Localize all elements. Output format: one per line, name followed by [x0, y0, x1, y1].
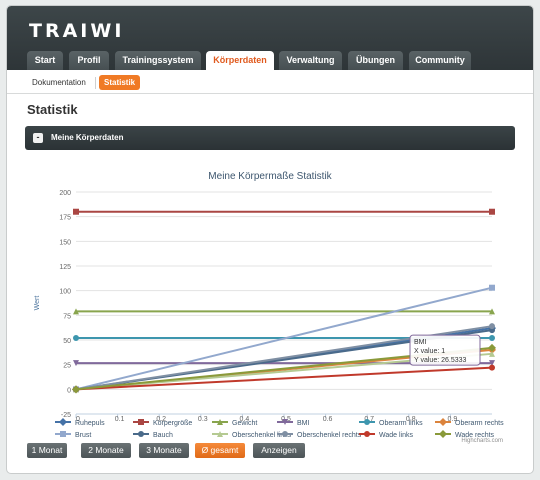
tab-koerperdaten[interactable]: Körperdaten	[206, 51, 274, 70]
y-tick-label: 75	[63, 313, 71, 320]
data-point-3-0[interactable]	[73, 360, 79, 367]
tab-start[interactable]: Start	[27, 51, 63, 70]
legend-symbol-marker[interactable]	[217, 419, 223, 425]
x-tick-label: 0.3	[198, 416, 208, 423]
data-point-8-1[interactable]	[489, 350, 495, 357]
subtab-statistik[interactable]: Statistik	[99, 75, 141, 90]
y-tick-label: 150	[59, 239, 71, 246]
legend-item: Wade rechts	[455, 432, 495, 439]
data-point-1-1[interactable]	[489, 208, 495, 215]
tab-community[interactable]: Community	[409, 51, 471, 70]
tab-uebungen[interactable]: Übungen	[348, 51, 403, 70]
tab-verwaltung[interactable]: Verwaltung	[279, 51, 342, 70]
legend-item: Gewicht	[232, 420, 257, 427]
collapse-toggle-icon[interactable]: -	[33, 133, 43, 143]
data-point-3-1[interactable]	[489, 360, 495, 367]
legend-item: Bauch	[153, 432, 173, 439]
series-line-6[interactable]	[75, 286, 493, 391]
chart-title: Meine Körpermaße Statistik	[208, 171, 332, 182]
subnav: Dokumentation Statistik	[7, 70, 533, 94]
legend-symbol-marker[interactable]	[138, 419, 144, 425]
y-tick-label: 175	[59, 215, 71, 222]
legend-symbol-marker[interactable]	[138, 431, 144, 437]
legend-item: Ruhepuls	[75, 420, 105, 427]
data-point-2-1[interactable]	[489, 308, 495, 315]
tab-profil[interactable]: Profil	[69, 51, 109, 70]
legend-item: Oberschenkel links	[232, 432, 292, 439]
data-point-4-1[interactable]	[489, 335, 495, 342]
page-title: Statistik	[27, 102, 78, 117]
section-title: Meine Körperdaten	[51, 133, 124, 142]
logo[interactable]: TRAIWI	[29, 20, 125, 42]
subnav-divider	[95, 77, 96, 89]
tooltip-box	[409, 334, 481, 366]
y-tick-label: 50	[63, 338, 71, 345]
chart-container: Meine Körpermaße Statistik -25 0 25 50 75 100 1…	[25, 158, 515, 444]
y-tick-label: 125	[59, 264, 71, 271]
legend-item: Körpergröße	[153, 420, 192, 427]
y-axis-label: Wert	[34, 296, 41, 311]
legend-item: Wade links	[379, 432, 413, 439]
x-tick-label: 0.6	[323, 416, 333, 423]
tab-trainingssystem[interactable]: Trainingssystem	[115, 51, 201, 70]
data-point-2-0[interactable]	[73, 308, 79, 315]
app-frame: TRAIWI Start Profil Trainingssystem Körp…	[6, 5, 534, 474]
header: TRAIWI Start Profil Trainingssystem Körp…	[7, 6, 533, 70]
y-tick-label: 100	[59, 289, 71, 296]
legend-item: Brust	[75, 432, 91, 439]
data-point-9-1[interactable]	[489, 323, 495, 330]
series-line-10[interactable]	[75, 366, 493, 391]
button-3-monate[interactable]: 3 Monate	[139, 443, 189, 458]
legend-symbol-marker[interactable]	[60, 431, 66, 437]
subtab-dokumentation[interactable]: Dokumentation	[32, 78, 86, 87]
tooltip-y-value: Y value: 26.5333	[414, 357, 467, 364]
y-tick-label: 25	[63, 363, 71, 370]
legend-item: Oberarm rechts	[455, 420, 504, 427]
legend-symbol-marker[interactable]	[364, 419, 370, 425]
chart: Meine Körpermaße Statistik -25 0 25 50 75 100 1…	[34, 171, 504, 444]
legend-symbol-marker[interactable]	[439, 418, 447, 426]
x-tick-label: 0.7	[364, 416, 374, 423]
legend-symbol-marker[interactable]	[439, 430, 447, 438]
legend-item: BMI	[297, 420, 310, 427]
legend-symbol-marker[interactable]	[282, 419, 288, 425]
legend-symbol-marker[interactable]	[282, 431, 288, 437]
button-2-monate[interactable]: 2 Monate	[81, 443, 131, 458]
legend-symbol-marker[interactable]	[364, 431, 370, 437]
legend-symbol-marker[interactable]	[59, 418, 67, 426]
data-point-1-0[interactable]	[73, 208, 79, 215]
data-point-6-1[interactable]	[489, 284, 495, 291]
data-point-11-1[interactable]	[488, 343, 496, 352]
x-tick-label: 0	[76, 416, 80, 423]
tooltip-series: BMI	[414, 339, 427, 346]
legend-symbol-marker[interactable]	[217, 431, 223, 437]
x-tick-label: 0.2	[156, 416, 166, 423]
x-tick-label: 0.1	[115, 416, 125, 423]
x-tick-label: 0.4	[240, 416, 250, 423]
y-tick-label: 200	[59, 190, 71, 197]
highcharts-credit: Highcharts.com	[461, 438, 503, 444]
x-tick-label: 0.9	[448, 416, 458, 423]
data-point-4-0[interactable]	[73, 335, 79, 342]
y-tick-label: -25	[61, 412, 71, 419]
legend-item: Oberschenkel rechts	[297, 432, 362, 439]
data-point-10-1[interactable]	[489, 364, 495, 371]
button-durchschnitt-gesamt[interactable]: Ø gesamt	[195, 443, 245, 458]
legend-item: Oberarm links	[379, 420, 423, 427]
data-point-11-0[interactable]	[72, 385, 80, 394]
y-tick-label: 0	[67, 387, 71, 394]
button-anzeigen[interactable]: Anzeigen	[253, 443, 305, 458]
tooltip-x-value: X value: 1	[414, 348, 445, 355]
button-1-monat[interactable]: 1 Monat	[27, 443, 67, 458]
x-tick-label: 0.8	[406, 416, 416, 423]
section-header[interactable]: - Meine Körperdaten	[25, 126, 515, 150]
